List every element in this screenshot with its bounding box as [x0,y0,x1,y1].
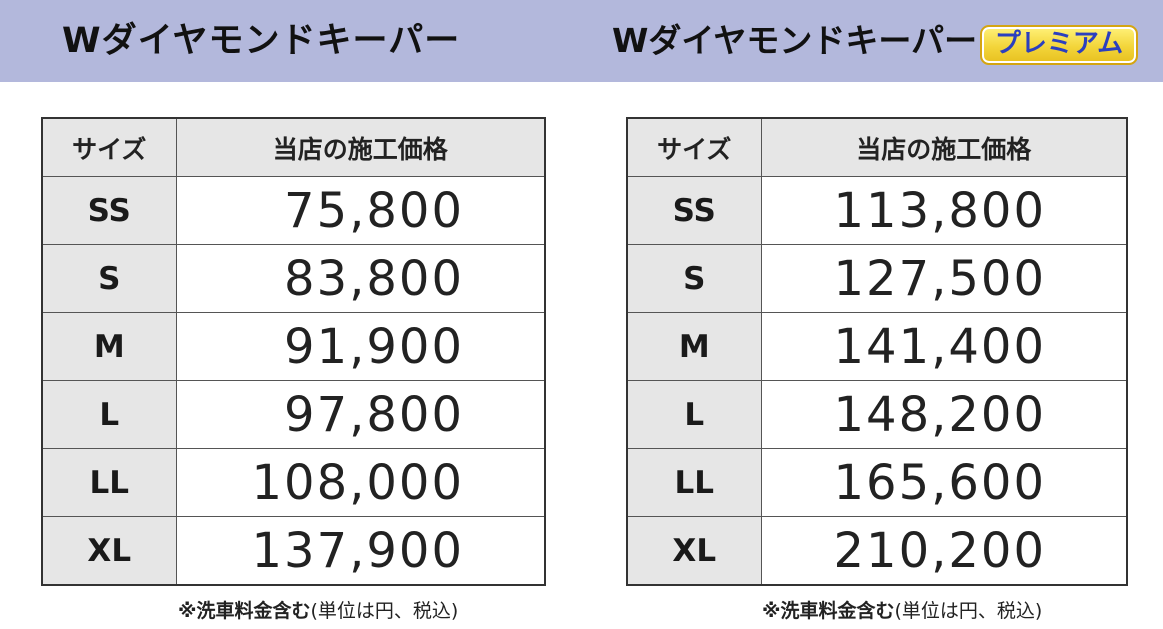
note-left: ※洗車料金含む(単位は円、税込) [178,596,458,623]
price-cell: 83,800 [175,244,546,313]
price-cell: 141,400 [760,312,1128,381]
title-right: Wダイヤモンドキーパー [612,21,978,60]
table-row: XL 210,200 [626,516,1128,586]
header-band [0,0,1163,82]
table-row: SS 113,800 [626,176,1128,245]
size-cell: XL [626,516,762,586]
size-cell: XL [41,516,177,586]
price-cell: 97,800 [175,380,546,449]
note-bold: ※洗車料金含む [178,600,311,622]
price-cell: 91,900 [175,312,546,381]
column-header-price: 当店の施工価格 [760,117,1128,177]
column-header-price: 当店の施工価格 [175,117,546,177]
size-cell: LL [626,448,762,517]
size-cell: S [41,244,177,313]
price-cell: 108,000 [175,448,546,517]
note-bold: ※洗車料金含む [762,600,895,622]
table-row: M 141,400 [626,312,1128,381]
size-cell: L [626,380,762,449]
table-row: SS 75,800 [41,176,546,245]
price-table-premium: サイズ 当店の施工価格 SS 113,800 S 127,500 M 141,4… [626,117,1128,586]
size-cell: SS [626,176,762,245]
price-cell: 148,200 [760,380,1128,449]
price-table-standard: サイズ 当店の施工価格 SS 75,800 S 83,800 M 91,900 … [41,117,546,586]
table-header-row: サイズ 当店の施工価格 [626,117,1128,177]
price-cell: 75,800 [175,176,546,245]
note-unit: (単位は円、税込) [894,600,1043,622]
table-row: L 97,800 [41,380,546,449]
table-row: XL 137,900 [41,516,546,586]
size-cell: M [626,312,762,381]
price-cell: 127,500 [760,244,1128,313]
size-cell: LL [41,448,177,517]
price-cell: 113,800 [760,176,1128,245]
premium-badge: プレミアム [980,25,1138,65]
price-cell: 137,900 [175,516,546,586]
table-header-row: サイズ 当店の施工価格 [41,117,546,177]
column-header-size: サイズ [626,117,762,177]
size-cell: L [41,380,177,449]
size-cell: M [41,312,177,381]
table-row: S 83,800 [41,244,546,313]
table-row: LL 165,600 [626,448,1128,517]
size-cell: S [626,244,762,313]
table-row: L 148,200 [626,380,1128,449]
table-row: S 127,500 [626,244,1128,313]
table-row: M 91,900 [41,312,546,381]
price-cell: 210,200 [760,516,1128,586]
size-cell: SS [41,176,177,245]
note-unit: (単位は円、税込) [310,600,459,622]
price-cell: 165,600 [760,448,1128,517]
table-row: LL 108,000 [41,448,546,517]
title-left: Wダイヤモンドキーパー [62,21,461,61]
note-right: ※洗車料金含む(単位は円、税込) [762,596,1042,623]
column-header-size: サイズ [41,117,177,177]
